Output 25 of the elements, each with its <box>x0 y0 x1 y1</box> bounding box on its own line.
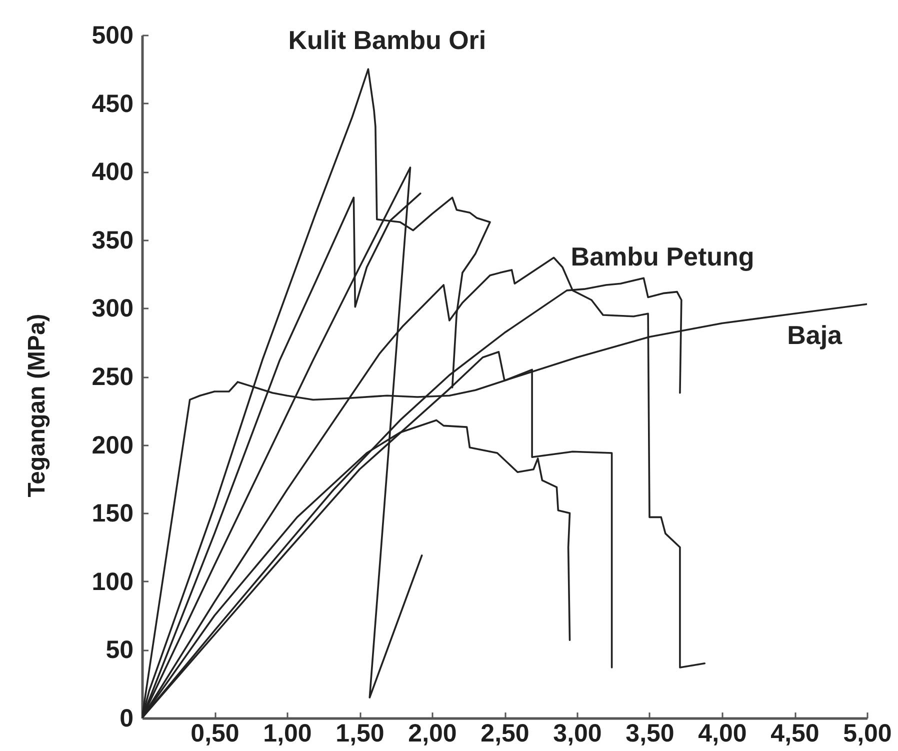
y-tick-label: 450 <box>92 90 134 118</box>
y-tick-label: 150 <box>92 500 134 528</box>
y-tick-label: 0 <box>120 704 134 732</box>
y-tick-label: 300 <box>92 294 134 323</box>
y-axis-title: Tegangan (MPa) <box>24 314 50 498</box>
x-tick-label: 5,00 <box>843 720 892 748</box>
series-label: Kulit Bambu Ori <box>288 25 486 56</box>
x-tick-label: 3,00 <box>553 720 602 748</box>
x-tick-label: 3,50 <box>626 720 674 748</box>
x-tick-label: 1,50 <box>336 720 384 748</box>
y-tick-label: 350 <box>92 226 134 254</box>
x-tick-label: 2,50 <box>480 720 530 748</box>
x-tick-label: 4,00 <box>698 720 747 748</box>
y-tick-label: 200 <box>92 431 134 460</box>
series-label: Bambu Petung <box>570 242 754 272</box>
y-tick-label: 500 <box>92 22 134 50</box>
y-tick-label: 400 <box>92 158 134 186</box>
series-label: Baja <box>787 320 843 350</box>
x-tick-label: 0,50 <box>190 720 240 748</box>
y-tick-label: 250 <box>92 363 134 391</box>
x-tick-label: 1,00 <box>263 720 312 748</box>
x-tick-label: 2,00 <box>408 720 457 748</box>
y-tick-label: 100 <box>92 568 134 596</box>
x-tick-label: 4,50 <box>770 720 820 748</box>
y-tick-label: 50 <box>106 636 134 664</box>
